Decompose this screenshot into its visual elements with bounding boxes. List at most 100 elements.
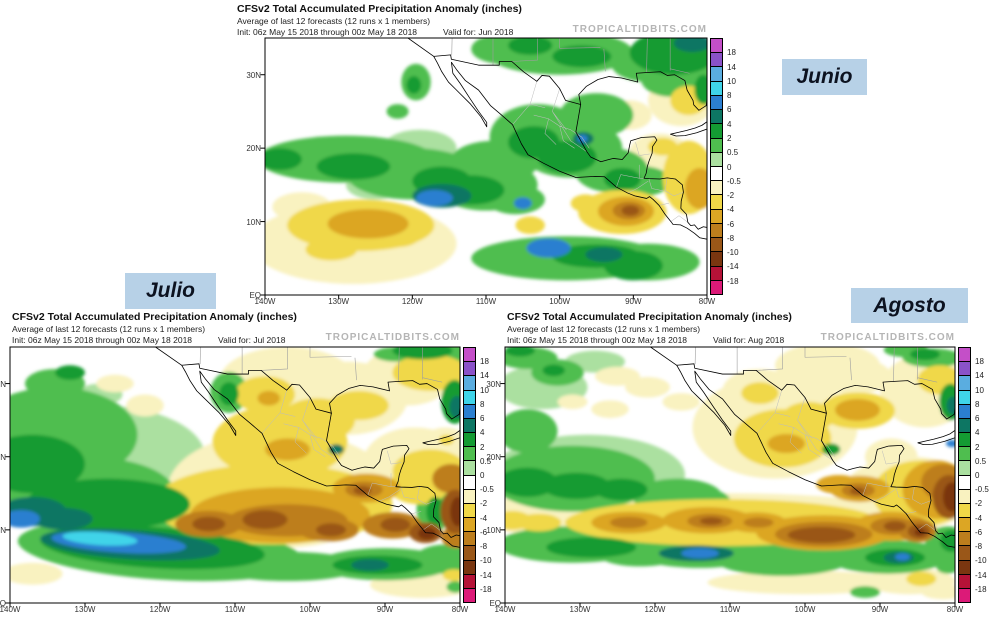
x-axis-label: 140W xyxy=(254,297,276,306)
colorbar-tick-label: -2 xyxy=(975,499,983,509)
colorbar-segment xyxy=(711,265,722,280)
colorbar-segment xyxy=(711,180,722,195)
x-axis-label: 130W xyxy=(328,297,350,306)
colorbar-segment xyxy=(464,460,475,475)
colorbar-segment xyxy=(959,474,970,489)
panel-init-valid: Init: 06z May 15 2018 through 00z May 18… xyxy=(507,335,784,345)
x-axis-label: 100W xyxy=(794,605,816,614)
colorbar-segment xyxy=(959,517,970,532)
colorbar-tick-label: 8 xyxy=(480,399,485,409)
colorbar-segment xyxy=(959,545,970,560)
colorbar-segment xyxy=(711,66,722,81)
colorbar-segment xyxy=(464,375,475,390)
init-text: Init: 06z May 15 2018 through 00z May 18… xyxy=(12,335,193,345)
y-axis-label: 30N xyxy=(0,379,6,389)
colorbar-segment xyxy=(464,573,475,588)
colorbar-segment xyxy=(464,403,475,418)
map-canvas xyxy=(10,347,460,603)
y-axis-label: EQ xyxy=(0,599,6,608)
colorbar-tick-label: -6 xyxy=(727,219,735,229)
x-axis-label: 100W xyxy=(549,297,571,306)
panel-subtitle: Average of last 12 forecasts (12 runs x … xyxy=(12,324,206,334)
colorbar-segment xyxy=(959,587,970,603)
colorbar-segment xyxy=(959,573,970,588)
panel-title: CFSv2 Total Accumulated Precipitation An… xyxy=(12,311,297,323)
colorbar-tick-label: -0.5 xyxy=(975,485,989,495)
colorbar-tick-label: 2 xyxy=(727,133,732,143)
panel-header: CFSv2 Total Accumulated Precipitation An… xyxy=(12,310,500,346)
y-axis-label: 10N xyxy=(486,525,501,535)
colorbar-tick-label: 6 xyxy=(975,414,980,424)
colorbar-tick-label: -4 xyxy=(975,513,983,523)
x-axis-label: 120W xyxy=(401,297,423,306)
colorbar-segment xyxy=(464,348,475,362)
x-axis-label: 80W xyxy=(946,605,964,614)
panel-subtitle: Average of last 12 forecasts (12 runs x … xyxy=(237,16,431,26)
colorbar-segment xyxy=(959,559,970,574)
panel-title: CFSv2 Total Accumulated Precipitation An… xyxy=(507,311,792,323)
colorbar-segment xyxy=(959,417,970,433)
colorbar-tick-label: -14 xyxy=(727,262,739,272)
colorbar-tick-label: -6 xyxy=(975,527,983,537)
panel-title: CFSv2 Total Accumulated Precipitation An… xyxy=(237,3,522,15)
map-canvas xyxy=(265,38,707,295)
colorbar-tick-label: 0.5 xyxy=(975,456,987,466)
colorbar-tick-label: 6 xyxy=(480,414,485,424)
x-axis-label: 130W xyxy=(569,605,591,614)
colorbar-segment xyxy=(711,123,722,138)
colorbar-segment xyxy=(464,502,475,518)
colorbar-tick-label: 2 xyxy=(975,442,980,452)
colorbar-segment xyxy=(711,52,722,67)
colorbar-segment xyxy=(711,279,722,294)
colorbar-tick-label: 6 xyxy=(727,105,732,115)
colorbar-segment xyxy=(711,237,722,252)
x-axis-label: 80W xyxy=(698,297,716,306)
y-axis-label: 20N xyxy=(246,144,261,154)
init-text: Init: 06z May 15 2018 through 00z May 18… xyxy=(507,335,688,345)
colorbar-tick-label: 4 xyxy=(975,428,980,438)
valid-for-text: Valid for: Aug 2018 xyxy=(713,335,785,345)
colorbar-segment xyxy=(464,474,475,489)
colorbar xyxy=(463,347,476,603)
panel-init-valid: Init: 06z May 15 2018 through 00z May 18… xyxy=(12,335,285,345)
colorbar-tick-label: -6 xyxy=(480,527,488,537)
valid-for-text: Valid for: Jul 2018 xyxy=(218,335,286,345)
colorbar-tick-label: -4 xyxy=(727,205,735,215)
precip-anomaly-panel-july: CFSv2 Total Accumulated Precipitation An… xyxy=(0,310,500,618)
colorbar-tick-label: 10 xyxy=(727,76,736,86)
colorbar-segment xyxy=(959,403,970,418)
panel-header: CFSv2 Total Accumulated Precipitation An… xyxy=(507,310,995,346)
tropicaltidbits-watermark: TROPICALTIDBITS.COM xyxy=(820,332,955,343)
x-axis-label: 100W xyxy=(299,605,321,614)
colorbar-tick-label: -10 xyxy=(480,556,492,566)
colorbar-tick-label: 0 xyxy=(975,471,980,480)
colorbar-tick-label: 10 xyxy=(480,385,489,395)
y-axis-label: 10N xyxy=(0,525,6,535)
x-axis-label: 80W xyxy=(451,605,469,614)
colorbar-segment xyxy=(959,375,970,390)
colorbar-segment xyxy=(711,39,722,53)
anomaly-blobs xyxy=(265,38,707,284)
colorbar-segment xyxy=(959,502,970,518)
map-frame xyxy=(10,347,460,603)
x-axis-label: 90W xyxy=(871,605,889,614)
map-canvas xyxy=(505,347,955,603)
colorbar-tick-label: -8 xyxy=(480,542,488,552)
precip-anomaly-panel-june: CFSv2 Total Accumulated Precipitation An… xyxy=(237,2,742,310)
colorbar xyxy=(958,347,971,603)
colorbar-tick-label: -8 xyxy=(727,233,735,243)
panel-header: CFSv2 Total Accumulated Precipitation An… xyxy=(237,2,742,38)
colorbar-tick-label: 14 xyxy=(727,62,736,72)
colorbar-segment xyxy=(711,194,722,209)
colorbar-segment xyxy=(959,531,970,546)
colorbar-segment xyxy=(959,460,970,475)
x-axis-label: 140W xyxy=(494,605,516,614)
x-axis-label: 140W xyxy=(0,605,21,614)
colorbar-tick-label: -8 xyxy=(975,542,983,552)
init-text: Init: 06z May 15 2018 through 00z May 18… xyxy=(237,27,418,37)
panel-subtitle: Average of last 12 forecasts (12 runs x … xyxy=(507,324,701,334)
colorbar-tick-label: -4 xyxy=(480,513,488,523)
colorbar-tick-label: -0.5 xyxy=(480,485,494,495)
colorbar-tick-label: 4 xyxy=(480,428,485,438)
colorbar-segment xyxy=(711,151,722,166)
